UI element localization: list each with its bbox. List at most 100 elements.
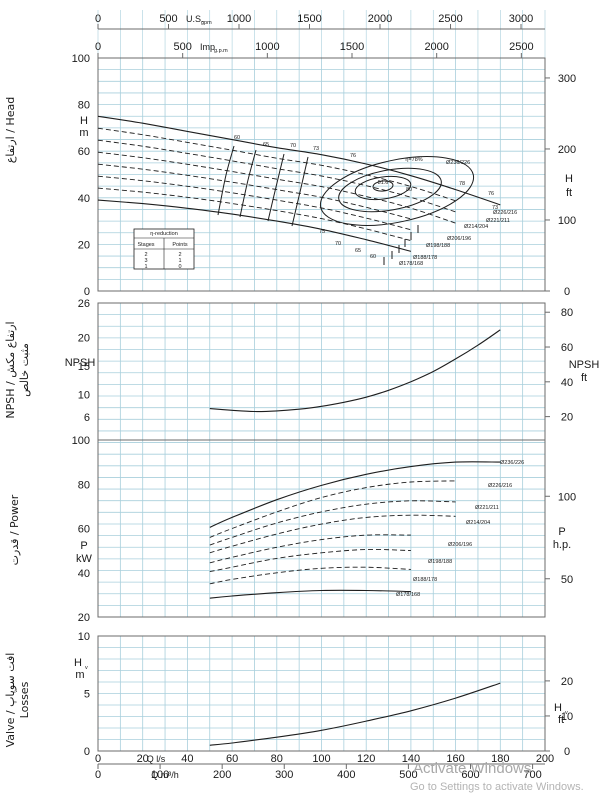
head-curve-dashed xyxy=(97,139,456,213)
reduction-table-cell: 1 xyxy=(144,264,147,270)
impgpm-tick-label: 1500 xyxy=(340,41,364,53)
impgpm-tick-label: 1000 xyxy=(255,41,279,53)
eff-isoline xyxy=(239,149,257,218)
m3h-tick-label: 500 xyxy=(399,769,417,781)
eff-isoline xyxy=(217,145,235,216)
usgpm-tick-label: 1000 xyxy=(227,13,251,25)
reduction-table-cell: 3 xyxy=(144,258,147,264)
ls-tick-label: 80 xyxy=(271,753,283,765)
power-curve-Ø206/196 xyxy=(209,534,411,564)
head-right-tick: 100 xyxy=(558,215,576,227)
power-curve-Ø226/216 xyxy=(209,480,456,538)
reduction-table-cell: 1 xyxy=(178,258,181,264)
ls-unit: Q l/s xyxy=(147,754,166,764)
ls-tick-label: 0 xyxy=(95,753,101,765)
efficiency-label: 70 xyxy=(335,241,341,247)
power-curve-Ø198/188 xyxy=(209,548,411,573)
reduction-table-cell: 2 xyxy=(144,252,147,258)
valve-left-tick: 10 xyxy=(78,631,90,643)
diameter-label: Ø206/196 xyxy=(447,236,471,242)
reduction-table-cell: 0 xyxy=(178,264,181,270)
head-left-tick: 100 xyxy=(72,53,90,65)
npsh-right-tick: 60 xyxy=(561,342,573,354)
efficiency-label: 73 xyxy=(492,205,498,211)
usgpm-unit-sub: gpm xyxy=(201,20,212,26)
valve-curve-Hv xyxy=(209,682,501,746)
head-curve-Ø236/226 xyxy=(97,115,501,206)
ls-tick-label: 40 xyxy=(181,753,193,765)
valve-right-tick: 10 xyxy=(561,711,573,723)
diameter-label: Ø226/216 xyxy=(493,210,517,216)
power-left-unit-2: kW xyxy=(76,553,93,565)
power-right-unit: P xyxy=(558,526,565,538)
npsh-right-tick: 80 xyxy=(561,307,573,319)
head-left-tick: 40 xyxy=(78,193,90,205)
m3h-tick-label: 0 xyxy=(95,769,101,781)
impgpm-tick-label: 2000 xyxy=(424,41,448,53)
usgpm-tick-label: 2000 xyxy=(368,13,392,25)
impgpm-tick-label: 2500 xyxy=(509,41,533,53)
ls-tick-label: 100 xyxy=(312,753,330,765)
power-curve-label: Ø188/178 xyxy=(413,577,437,583)
head-right-tick: 200 xyxy=(558,144,576,156)
head-left-unit-2: m xyxy=(79,127,88,139)
head-left-tick: 0 xyxy=(84,286,90,298)
power-right-tick: 50 xyxy=(561,574,573,586)
m3h-unit: Q m³/h xyxy=(151,770,179,780)
usgpm-tick-label: 500 xyxy=(159,13,177,25)
usgpm-tick-label: 0 xyxy=(95,13,101,25)
m3h-tick-label: 700 xyxy=(523,769,541,781)
valve-right-unit-2: ft xyxy=(558,714,564,726)
head-curve-Ø178/168 xyxy=(97,199,412,252)
diameter-label: Ø198/188 xyxy=(426,243,450,249)
ls-tick-label: 60 xyxy=(226,753,238,765)
reduction-table-title: η-reduction xyxy=(150,231,178,237)
valve-side-label: Valve / افت سوپاپ xyxy=(4,653,17,748)
ls-tick-label: 180 xyxy=(491,753,509,765)
efficiency-label: 76 xyxy=(488,191,494,197)
watermark-line2: Go to Settings to activate Windows. xyxy=(410,781,584,793)
diameter-label: Ø221/211 xyxy=(486,218,510,224)
efficiency-label: 70 xyxy=(290,143,296,149)
power-curve-label: Ø221/211 xyxy=(475,505,499,511)
eff-island-78 xyxy=(338,167,442,213)
npsh-right-unit: NPSH xyxy=(569,359,600,371)
efficiency-label: 78 xyxy=(459,181,465,187)
head-left-unit: H xyxy=(80,115,88,127)
efficiency-label: 76 xyxy=(350,153,356,159)
power-curve-label: Ø206/196 xyxy=(448,542,472,548)
power-left-tick: 60 xyxy=(78,524,90,536)
grid-layer xyxy=(97,10,546,752)
efficiency-label: 75 xyxy=(319,229,325,235)
diameter-label: Ø214/204 xyxy=(464,224,488,230)
usgpm-tick-label: 3000 xyxy=(509,13,533,25)
head-curve-dashed xyxy=(97,175,412,231)
power-curve-label: Ø236/226 xyxy=(500,460,524,466)
power-right-unit-2: h.p. xyxy=(553,539,571,551)
valve-left-tick: 0 xyxy=(84,746,90,758)
efficiency-label: 65 xyxy=(355,248,361,254)
power-left-tick: 80 xyxy=(78,479,90,491)
head-right-tick: 0 xyxy=(564,286,570,298)
npsh-left-tick: 6 xyxy=(84,412,90,424)
valve-left-unit: H xyxy=(74,657,82,669)
diameter-label: Ø236/226 xyxy=(446,160,470,166)
valve-right-tick: 20 xyxy=(561,676,573,688)
impgpm-tick-label: 0 xyxy=(95,41,101,53)
ls-tick-label: 140 xyxy=(402,753,420,765)
m3h-tick-label: 100 xyxy=(151,769,169,781)
eff-island-80 xyxy=(354,175,412,201)
head-right-unit-2: ft xyxy=(566,187,572,199)
efficiency-label: η=78% xyxy=(405,157,422,163)
npsh-left-tick: 20 xyxy=(78,332,90,344)
head-side-label: ارتفاع / Head xyxy=(4,97,17,163)
impgpm-tick-label: 500 xyxy=(173,41,191,53)
efficiency-label: 73 xyxy=(313,146,319,152)
npsh-curve-NPSH xyxy=(209,329,501,413)
head-curve-dashed xyxy=(97,127,456,202)
power-curve-Ø178/168 xyxy=(209,589,411,599)
efficiency-label: 81.6 xyxy=(378,180,389,186)
efficiency-label: 60 xyxy=(370,254,376,260)
power-curve-Ø214/204 xyxy=(209,514,456,554)
ls-tick-label: 160 xyxy=(446,753,464,765)
